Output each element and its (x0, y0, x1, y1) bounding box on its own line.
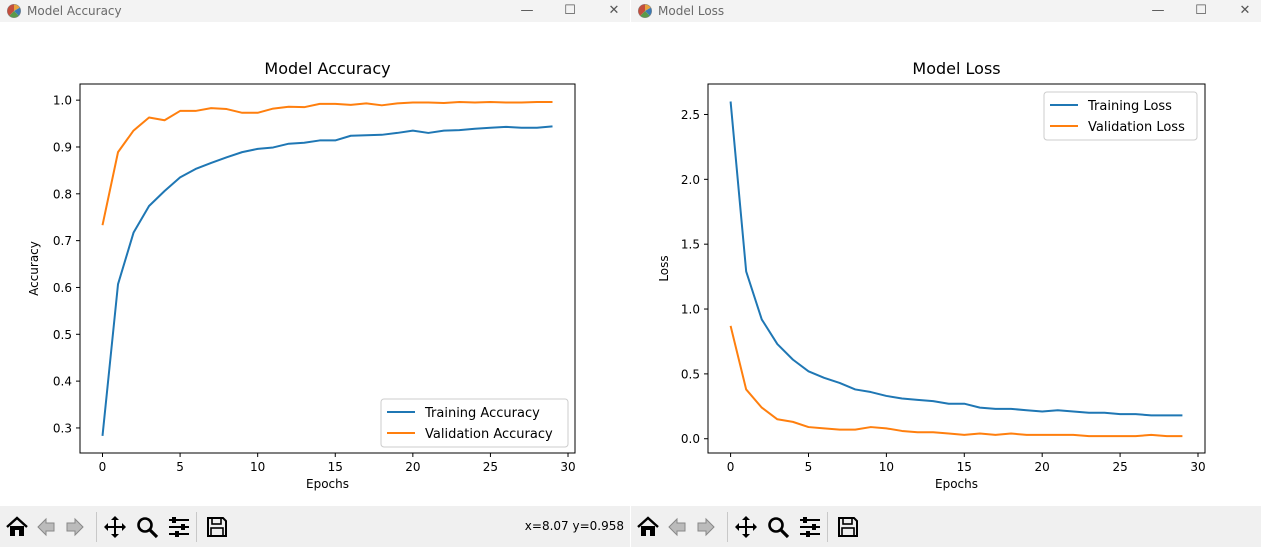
x-tick-label: 20 (1035, 460, 1050, 474)
loss-chart[interactable]: Model Loss 0 5 10 15 20 25 30 0.0 0.5 1.0 1.5 2.0 2.5… (631, 22, 1261, 506)
legend-label: Validation Accuracy (425, 427, 553, 442)
close-button[interactable]: ✕ (1239, 3, 1251, 18)
sliders-icon (169, 517, 189, 537)
maximize-button[interactable]: ☐ (564, 3, 576, 18)
matplotlib-logo-icon (638, 4, 652, 18)
magnifier-icon (137, 517, 159, 539)
x-tick-label: 25 (483, 460, 498, 474)
y-tick-label: 1.5 (681, 238, 700, 252)
cursor-coordinates: x=8.07 y=0.958 (524, 519, 624, 533)
save-button[interactable] (834, 513, 862, 541)
arrow-right-icon (697, 517, 715, 537)
navigation-toolbar (631, 506, 1261, 547)
back-button[interactable] (32, 513, 60, 541)
x-tick-label: 0 (99, 460, 107, 474)
y-tick-label: 0.0 (681, 432, 700, 446)
pan-button[interactable] (101, 513, 129, 541)
save-button[interactable] (203, 513, 231, 541)
move-icon (735, 516, 757, 538)
x-tick-label: 5 (805, 460, 813, 474)
close-button[interactable]: ✕ (608, 3, 620, 18)
legend-box (380, 398, 569, 448)
legend-label: Training Accuracy (424, 406, 540, 421)
toolbar-separator (96, 512, 97, 542)
home-icon (6, 516, 28, 536)
series-line-validation-accuracy (101, 101, 553, 226)
legend-box (1043, 91, 1198, 141)
minimize-button[interactable]: — (520, 3, 534, 18)
move-icon (104, 516, 126, 538)
minimize-button[interactable]: — (1151, 3, 1165, 18)
y-tick-label: 0.4 (53, 375, 72, 389)
y-axis-label: Accuracy (27, 241, 41, 296)
x-tick-label: 30 (560, 460, 575, 474)
legend-label: Validation Loss (1088, 120, 1185, 135)
floppy-disk-icon (838, 517, 858, 537)
back-button[interactable] (663, 513, 691, 541)
home-button[interactable] (634, 513, 662, 541)
accuracy-window: Model Accuracy — ☐ ✕ Model Accuracy 0 5 10 1… (0, 0, 630, 547)
window-title: Model Loss (658, 4, 725, 18)
zoom-button[interactable] (764, 513, 792, 541)
y-tick-label: 0.5 (681, 367, 700, 381)
configure-subplots-button[interactable] (165, 513, 193, 541)
chart-title: Model Accuracy (264, 59, 390, 78)
toolbar-separator (727, 512, 728, 542)
y-tick-label: 0.6 (53, 281, 72, 295)
x-tick-label: 0 (727, 460, 735, 474)
x-axis-label: Epochs (306, 477, 349, 491)
y-tick-label: 0.7 (53, 234, 72, 248)
toolbar-separator (827, 512, 828, 542)
x-tick-label: 15 (328, 460, 343, 474)
loss-window: Model Loss — ☐ ✕ Model Loss 0 5 10 15 20 25 30 0… (631, 0, 1261, 547)
configure-subplots-button[interactable] (796, 513, 824, 541)
x-tick-label: 25 (1112, 460, 1127, 474)
x-tick-label: 5 (176, 460, 184, 474)
x-tick-label: 15 (957, 460, 972, 474)
x-axis-label: Epochs (935, 477, 978, 491)
title-bar[interactable]: Model Loss — ☐ ✕ (631, 0, 1261, 22)
series-line-training-accuracy (101, 125, 553, 437)
y-tick-label: 1.0 (53, 94, 72, 108)
arrow-left-icon (37, 517, 55, 537)
y-tick-label: 1.0 (681, 303, 700, 317)
x-tick-label: 10 (250, 460, 265, 474)
arrow-left-icon (668, 517, 686, 537)
maximize-button[interactable]: ☐ (1195, 3, 1207, 18)
y-tick-label: 0.3 (53, 421, 72, 435)
navigation-toolbar: x=8.07 y=0.958 (0, 506, 630, 547)
zoom-button[interactable] (133, 513, 161, 541)
y-axis-label: Loss (657, 255, 671, 281)
title-bar[interactable]: Model Accuracy — ☐ ✕ (0, 0, 630, 22)
home-icon (637, 516, 659, 536)
forward-button[interactable] (61, 513, 89, 541)
accuracy-chart[interactable]: Model Accuracy 0 5 10 15 20 25 30 0.3 0.4 0.5 0.6 0.… (0, 22, 630, 506)
axes-frame (79, 83, 576, 454)
y-tick-label: 2.5 (681, 108, 700, 122)
series-line-validation-loss (729, 325, 1183, 438)
series-line-training-loss (729, 101, 1183, 417)
matplotlib-logo-icon (7, 4, 21, 18)
toolbar-separator (196, 512, 197, 542)
x-tick-label: 30 (1190, 460, 1205, 474)
x-tick-label: 10 (879, 460, 894, 474)
sliders-icon (800, 517, 820, 537)
floppy-disk-icon (207, 517, 227, 537)
legend-label: Training Loss (1087, 99, 1172, 114)
y-tick-label: 0.8 (53, 187, 72, 201)
y-tick-label: 0.9 (53, 140, 72, 154)
pan-button[interactable] (732, 513, 760, 541)
window-title: Model Accuracy (27, 4, 122, 18)
forward-button[interactable] (692, 513, 720, 541)
chart-title: Model Loss (912, 59, 1000, 78)
y-tick-label: 0.5 (53, 328, 72, 342)
arrow-right-icon (66, 517, 84, 537)
home-button[interactable] (3, 513, 31, 541)
y-tick-label: 2.0 (681, 173, 700, 187)
x-tick-label: 20 (405, 460, 420, 474)
magnifier-icon (768, 517, 790, 539)
axes-frame (707, 83, 1206, 454)
